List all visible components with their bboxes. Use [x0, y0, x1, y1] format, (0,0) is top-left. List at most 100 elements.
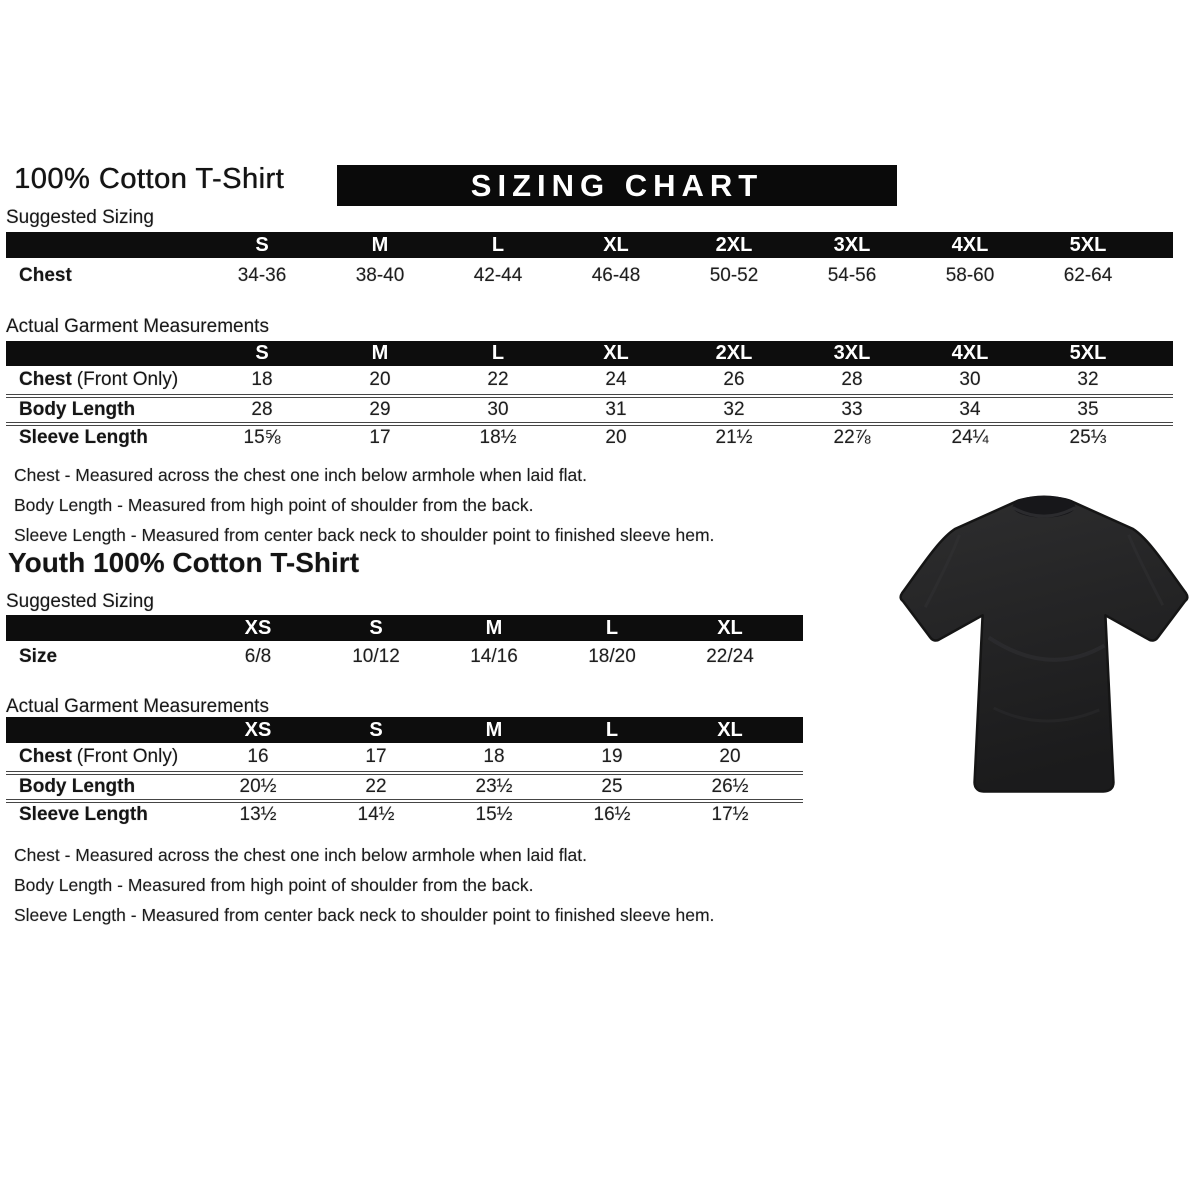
- header-cell: 5XL: [1069, 342, 1107, 364]
- header-cell: L: [605, 616, 619, 639]
- cell: 20: [719, 746, 741, 767]
- cell: 34: [959, 399, 981, 420]
- adult-section-title: 100% Cotton T-Shirt: [14, 163, 285, 195]
- table-header-row: XS S M L XL: [6, 615, 803, 641]
- header-cell: L: [605, 718, 619, 741]
- note-line: Sleeve Length - Measured from center bac…: [14, 525, 715, 545]
- youth-actual-measurements-table: XS S M L XL Chest (Front Only) 16 17 18 1…: [6, 717, 803, 827]
- header-cell: 3XL: [833, 233, 871, 256]
- cell: 14/16: [470, 646, 518, 667]
- cell: 42-44: [473, 265, 523, 286]
- table-header-row: S M L XL 2XL 3XL 4XL 5XL: [6, 341, 1173, 366]
- cell: 38-40: [355, 265, 405, 286]
- cell: 33: [841, 399, 863, 420]
- tshirt-wrinkle: [992, 706, 1100, 723]
- black-tshirt-image: [899, 495, 1189, 793]
- cell: 18/20: [588, 646, 636, 667]
- cell: 22: [365, 776, 387, 797]
- header-cell: S: [369, 718, 383, 741]
- adult-measurement-notes: Chest - Measured across the chest one in…: [14, 460, 714, 550]
- cell: 13½: [239, 804, 277, 825]
- table-row-sleeve-length: Sleeve Length 13½ 14½ 15½ 16½ 17½: [6, 799, 803, 827]
- cell: 31: [605, 399, 627, 420]
- adult-actual-measurements-table: S M L XL 2XL 3XL 4XL 5XL Chest (Front Onl…: [6, 341, 1173, 450]
- cell: 20: [369, 369, 391, 390]
- cell: 30: [487, 399, 509, 420]
- table-row-sleeve-length: Sleeve Length 15⅝ 17 18½ 20 21½ 22⅞ 24¼ …: [6, 422, 1173, 450]
- sizing-chart-banner: SIZING CHART: [337, 165, 897, 206]
- note-line: Chest - Measured across the chest one in…: [14, 845, 587, 865]
- cell: 6/8: [244, 646, 272, 667]
- tshirt-collar-seam: [1012, 506, 1076, 518]
- cell: 23½: [475, 776, 513, 797]
- header-cell: XS: [244, 718, 272, 741]
- row-label: Sleeve Length: [19, 427, 148, 448]
- cell: 16½: [593, 804, 631, 825]
- header-cell: L: [491, 233, 505, 256]
- tshirt-body-shape: [899, 496, 1189, 793]
- header-cell: 2XL: [715, 342, 753, 364]
- cell: 32: [723, 399, 745, 420]
- table-row-body-length: Body Length 20½ 22 23½ 25 26½: [6, 771, 803, 799]
- cell: 15½: [475, 804, 513, 825]
- header-cell: 2XL: [715, 233, 753, 256]
- cell: 18½: [479, 427, 517, 448]
- header-cell: XL: [717, 718, 743, 741]
- header-cell: S: [369, 616, 383, 639]
- row-label: Sleeve Length: [19, 804, 148, 825]
- header-cell: M: [371, 342, 389, 364]
- table-row-body-length: Body Length 28 29 30 31 32 33 34 35: [6, 394, 1173, 422]
- youth-suggested-sizing-table: XS S M L XL Size 6/8 10/12 14/16 18/20 2…: [6, 615, 803, 673]
- note-line: Sleeve Length - Measured from center bac…: [14, 905, 715, 925]
- header-cell: S: [255, 233, 269, 256]
- cell: 17: [365, 746, 387, 767]
- cell: 28: [251, 399, 273, 420]
- cell: 24¼: [951, 427, 989, 448]
- header-cell: XL: [717, 616, 743, 639]
- cell: 30: [959, 369, 981, 390]
- table-row-chest: Chest 34-36 38-40 42-44 46-48 50-52 54-5…: [6, 258, 1173, 294]
- table-header-row: XS S M L XL: [6, 717, 803, 743]
- header-cell: 5XL: [1069, 233, 1107, 256]
- header-cell: 4XL: [951, 233, 989, 256]
- cell: 21½: [715, 427, 753, 448]
- table-row-chest-front-only: Chest (Front Only) 16 17 18 19 20: [6, 743, 803, 771]
- cell: 62-64: [1063, 265, 1113, 286]
- cell: 22/24: [706, 646, 754, 667]
- cell: 34-36: [237, 265, 287, 286]
- adult-actual-measurements-label: Actual Garment Measurements: [6, 316, 269, 337]
- tshirt-wrinkle: [987, 635, 1106, 662]
- cell: 25: [601, 776, 623, 797]
- row-label: Chest (Front Only): [19, 369, 179, 390]
- cell: 17½: [711, 804, 749, 825]
- youth-measurement-notes: Chest - Measured across the chest one in…: [14, 840, 714, 930]
- header-cell: S: [255, 342, 269, 364]
- header-cell: M: [485, 718, 503, 741]
- header-cell: 3XL: [833, 342, 871, 364]
- cell: 26½: [711, 776, 749, 797]
- cell: 19: [601, 746, 623, 767]
- header-cell: XL: [603, 342, 629, 364]
- cell: 14½: [357, 804, 395, 825]
- header-cell: XS: [244, 616, 272, 639]
- youth-section-title: Youth 100% Cotton T-Shirt: [8, 547, 360, 578]
- header-cell: M: [485, 616, 503, 639]
- cell: 17: [369, 427, 391, 448]
- header-cell: XL: [603, 233, 629, 256]
- cell: 54-56: [827, 265, 877, 286]
- row-label: Body Length: [19, 399, 136, 420]
- note-line: Chest - Measured across the chest one in…: [14, 465, 587, 485]
- header-cell: L: [491, 342, 505, 364]
- row-label: Size: [19, 646, 58, 667]
- cell: 18: [483, 746, 505, 767]
- row-label: Body Length: [19, 776, 136, 797]
- cell: 16: [247, 746, 269, 767]
- tshirt-wrinkle: [923, 534, 961, 608]
- header-cell: 4XL: [951, 342, 989, 364]
- table-row-size: Size 6/8 10/12 14/16 18/20 22/24: [6, 641, 803, 673]
- cell: 20½: [239, 776, 277, 797]
- cell: 35: [1077, 399, 1099, 420]
- cell: 58-60: [945, 265, 995, 286]
- cell: 29: [369, 399, 391, 420]
- note-line: Body Length - Measured from high point o…: [14, 875, 534, 895]
